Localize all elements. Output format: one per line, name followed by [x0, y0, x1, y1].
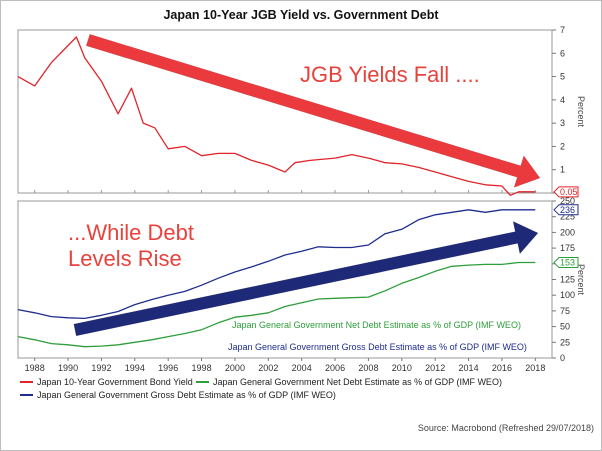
top-y-tick-label: 2: [560, 141, 565, 151]
badge-net-last-text: 153: [560, 258, 575, 268]
x-tick-label: 1988: [25, 363, 45, 373]
annotation-yields-fall: JGB Yields Fall ....: [300, 62, 480, 87]
annotation-debt-rise-line1: ...While Debt: [68, 220, 194, 245]
bottom-y-tick-label: 100: [560, 290, 575, 300]
badge-net-last-box: [553, 257, 579, 269]
x-tick-label: 2014: [459, 363, 479, 373]
bottom-y-tick-label: 25: [560, 337, 570, 347]
bottom-panel-frame: [17, 200, 553, 359]
top-y-tick-label: 3: [560, 118, 565, 128]
bottom-y-tick-label: 250: [560, 196, 575, 206]
x-tick-label: 2006: [325, 363, 345, 373]
series-line-net-debt: [17, 261, 536, 348]
x-tick-label: 2012: [425, 363, 445, 373]
x-tick-label: 1994: [125, 363, 145, 373]
bottom-y-tick-label: 125: [560, 275, 575, 285]
bottom-y-tick-label: 50: [560, 322, 570, 332]
bottom-y-tick-label: 75: [560, 306, 570, 316]
arrow-debt-rise: [73, 220, 539, 337]
badge-jgb-last-box: [553, 186, 579, 198]
top-y-tick-label: 1: [560, 165, 565, 175]
inline-label-net-debt: Japan General Government Net Debt Estima…: [232, 320, 521, 330]
top-y-axis-label: Percent: [576, 96, 586, 128]
x-tick-label: 2000: [225, 363, 245, 373]
badge-net-last: 153: [553, 257, 579, 269]
badge-gross-last-box: [553, 204, 579, 216]
x-tick-label: 2008: [358, 363, 378, 373]
bottom-y-tick-label: 175: [560, 243, 575, 253]
bottom-y-axis-label: Percent: [576, 264, 586, 296]
chart-title: Japan 10-Year JGB Yield vs. Government D…: [163, 8, 439, 22]
bottom-y-tick-label: 0: [560, 353, 565, 363]
x-tick-label: 2018: [525, 363, 545, 373]
badge-jgb-last-text: 0.05: [560, 187, 578, 197]
badge-gross-last: 236: [553, 204, 579, 216]
x-tick-label: 2004: [292, 363, 312, 373]
top-y-tick-label: 4: [560, 95, 565, 105]
source-note: Source: Macrobond (Refreshed 29/07/2018): [418, 423, 594, 433]
legend-label: Japan General Government Gross Debt Esti…: [37, 390, 336, 400]
badge-gross-last-text: 236: [560, 205, 575, 215]
x-tick-label: 1998: [192, 363, 212, 373]
legend-label: Japan 10-Year Government Bond Yield: [37, 377, 193, 387]
series-line-gross-debt: [17, 209, 536, 320]
bottom-y-tick-label: 200: [560, 227, 575, 237]
x-tick-label: 1996: [158, 363, 178, 373]
badge-jgb-last: 0.05: [553, 186, 579, 198]
arrow-yields-fall: [85, 33, 541, 188]
top-y-tick-label: 7: [560, 25, 565, 35]
top-y-tick-label: 6: [560, 48, 565, 58]
x-tick-label: 1990: [58, 363, 78, 373]
top-y-tick-label: 5: [560, 72, 565, 82]
inline-label-gross-debt: Japan General Government Gross Debt Esti…: [228, 342, 527, 352]
x-tick-label: 2010: [392, 363, 412, 373]
series-line-jgb-yield: [17, 36, 536, 196]
bottom-y-tick-label: 225: [560, 212, 575, 222]
x-tick-label: 2016: [492, 363, 512, 373]
top-panel-frame: [17, 29, 553, 194]
x-tick-label: 1992: [91, 363, 111, 373]
annotation-debt-rise-line2: Levels Rise: [68, 246, 182, 271]
x-tick-label: 2002: [258, 363, 278, 373]
legend-label: Japan General Government Net Debt Estima…: [213, 377, 502, 387]
